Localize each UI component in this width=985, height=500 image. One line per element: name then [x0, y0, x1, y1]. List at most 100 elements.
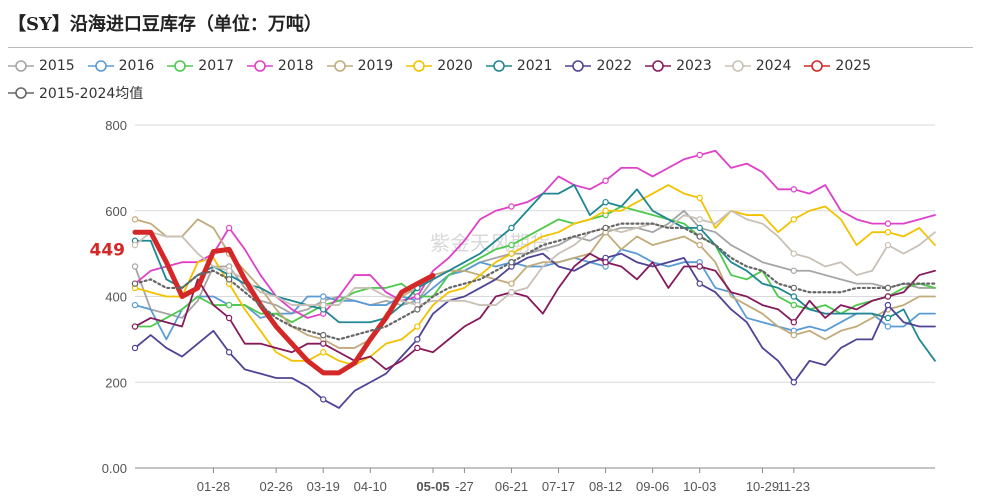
series-point-2018 — [790, 186, 798, 193]
series-point-2024 — [884, 241, 892, 249]
legend-label: 2015 — [39, 57, 75, 74]
legend-label: 2022 — [596, 57, 633, 74]
legend-item-2024[interactable]: 2024 — [724, 52, 792, 79]
legend-marker-icon — [485, 59, 512, 72]
legend-label: 2023 — [676, 57, 712, 74]
legend-marker-icon — [804, 59, 831, 72]
series-point-2020 — [884, 228, 892, 236]
series-point-2017 — [508, 241, 515, 249]
series-point-2023 — [884, 293, 892, 300]
series-line-2019 — [134, 218, 936, 349]
series-point-2021 — [790, 293, 798, 300]
series-point-2023 — [320, 340, 327, 347]
series-point-2015-2024均值 — [508, 259, 515, 266]
series-point-2020 — [790, 216, 798, 223]
series-line-2024 — [134, 209, 936, 306]
series-point-2021 — [696, 224, 703, 232]
legend-marker-icon — [406, 59, 433, 72]
series-point-2015-2024均值 — [131, 280, 139, 287]
legend-item-2020[interactable]: 2020 — [406, 52, 473, 79]
series-point-2015-2024均值 — [225, 276, 233, 283]
series-point-2015-2024均值 — [884, 284, 892, 292]
legend-item-2015-2024均值[interactable]: 2015-2024均值 — [8, 79, 143, 106]
series-point-2020 — [320, 349, 327, 356]
series-point-2022 — [414, 336, 421, 343]
y-tick-label: 600 — [105, 204, 127, 219]
series-point-2015 — [790, 267, 798, 274]
series-point-2023 — [696, 263, 703, 270]
series-point-2023 — [602, 259, 609, 266]
series-point-2015-2024均值 — [602, 224, 609, 232]
legend-label: 2021 — [516, 57, 553, 74]
series-point-2023 — [790, 319, 798, 326]
legend-marker-icon — [8, 59, 34, 72]
x-tick-label: 04-10 — [354, 479, 387, 494]
series-point-2015 — [131, 263, 139, 270]
series-line-2021 — [134, 184, 936, 362]
series-point-2018 — [225, 224, 233, 232]
legend-label: 2016 — [118, 57, 155, 74]
series-point-2022 — [790, 379, 798, 386]
series-point-2019 — [790, 331, 798, 339]
series-point-2021 — [602, 198, 609, 206]
legend-marker-icon — [645, 59, 672, 72]
legend-item-2025[interactable]: 2025 — [804, 52, 871, 79]
legend-label: 2025 — [835, 57, 872, 74]
legend-item-2021[interactable]: 2021 — [485, 52, 553, 79]
legend-label: 2015-2024均值 — [39, 85, 144, 102]
series-point-2022 — [320, 396, 327, 403]
legend-item-2015[interactable]: 2015 — [8, 52, 75, 79]
series-line-2020 — [134, 184, 936, 367]
legend-item-2023[interactable]: 2023 — [645, 52, 712, 79]
series-point-2017 — [790, 301, 798, 309]
legend-label: 2020 — [437, 57, 473, 74]
series-point-2022 — [696, 280, 703, 287]
series-point-2019 — [131, 216, 139, 223]
legend-label: 2019 — [357, 57, 394, 74]
series-point-2016 — [884, 323, 892, 330]
legend-marker-icon — [724, 59, 751, 72]
series-point-2024 — [696, 216, 703, 223]
series-point-2020 — [696, 194, 703, 202]
series-point-2017 — [225, 301, 233, 309]
x-tick-label: 11-23 — [778, 479, 810, 494]
series-point-2024 — [131, 241, 139, 249]
x-tick-label: -27 — [455, 479, 474, 494]
legend-item-2018[interactable]: 2018 — [246, 52, 314, 79]
legend-item-2022[interactable]: 2022 — [565, 52, 632, 79]
legend-item-2016[interactable]: 2016 — [87, 52, 155, 79]
legend-marker-icon — [167, 59, 194, 72]
chart-title: 【SY】沿海进口豆库存（单位：万吨） — [8, 14, 322, 35]
legend-label: 2024 — [755, 57, 792, 74]
series-point-2018 — [414, 293, 421, 300]
series-point-2015-2024均值 — [790, 284, 798, 292]
x-tick-label: 01-28 — [197, 479, 230, 494]
series-point-2019 — [696, 241, 703, 249]
x-tick-label: 07-17 — [542, 479, 575, 494]
series-point-2020 — [602, 207, 609, 214]
series-point-2016 — [131, 301, 139, 309]
x-tick-label: 02-26 — [260, 479, 293, 494]
x-tick-label: 10-03 — [683, 479, 716, 494]
last-value-label: 449 — [90, 240, 126, 260]
y-tick-label: 0.00 — [102, 461, 127, 476]
legend-marker-icon — [246, 59, 273, 72]
series-point-2023 — [225, 314, 233, 322]
series-point-2024 — [320, 301, 327, 309]
series-point-2020 — [414, 323, 421, 330]
series-line-2023 — [134, 252, 936, 371]
x-tick-label: 09-06 — [636, 479, 669, 494]
series-line-2018 — [134, 149, 936, 319]
legend-item-2019[interactable]: 2019 — [326, 52, 394, 79]
series-point-2018 — [696, 151, 703, 159]
y-tick-label: 800 — [105, 118, 127, 133]
legend-marker-icon — [565, 59, 592, 72]
legend-marker-icon — [87, 59, 114, 72]
series-point-2018 — [602, 177, 609, 184]
legend-marker-icon — [8, 86, 34, 99]
y-tick-label: 200 — [105, 375, 127, 390]
legend-label: 2017 — [198, 57, 234, 74]
series-point-2018 — [508, 203, 515, 210]
legend-item-2017[interactable]: 2017 — [167, 52, 234, 79]
